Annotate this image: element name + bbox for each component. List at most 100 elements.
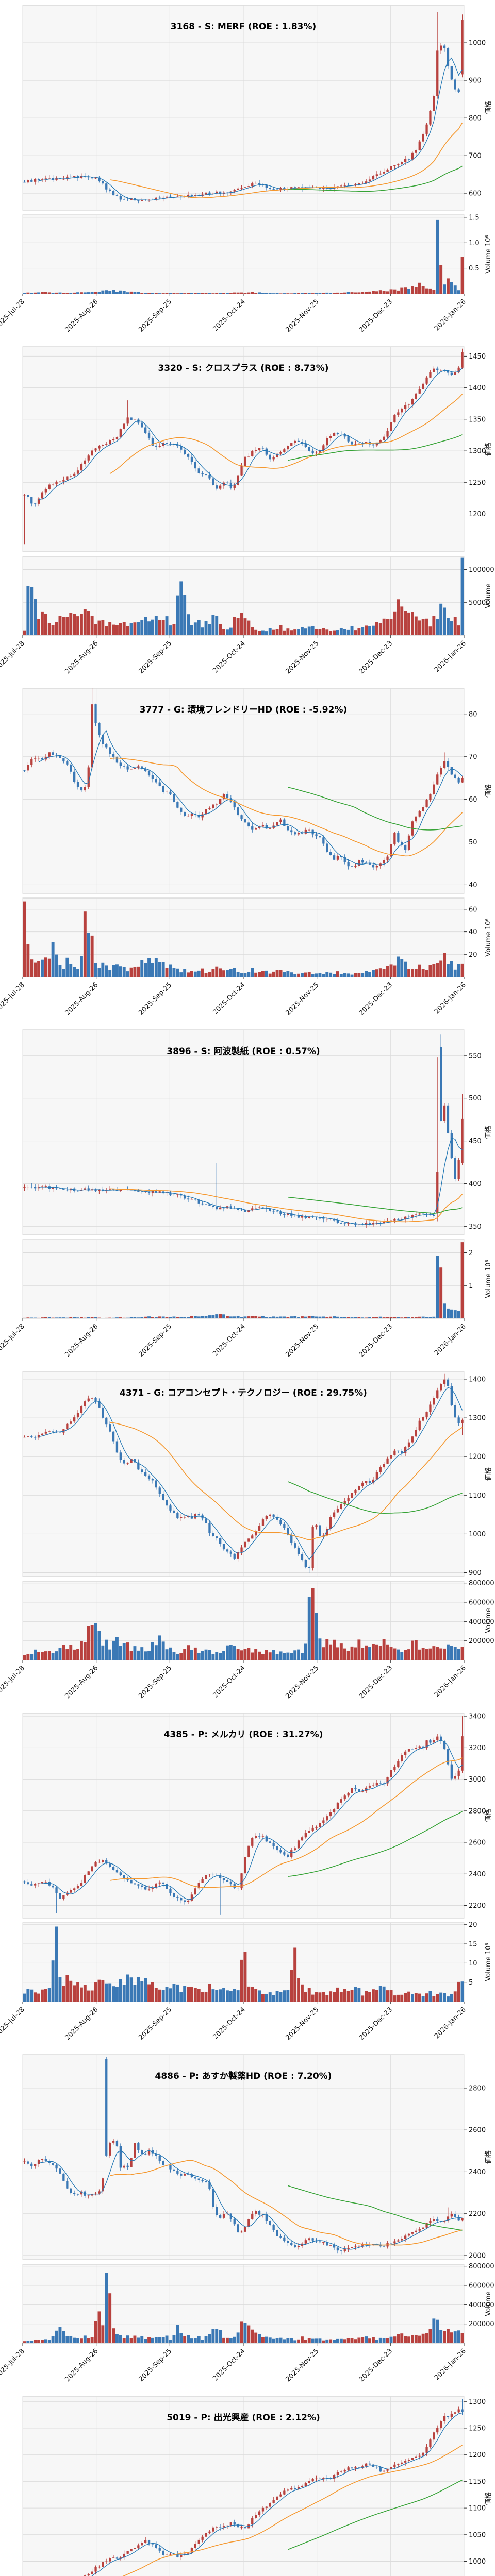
- svg-text:2025-Sep-25: 2025-Sep-25: [137, 1664, 173, 1700]
- svg-text:2000: 2000: [469, 2252, 486, 2260]
- svg-text:2025-Jul-28: 2025-Jul-28: [0, 639, 26, 672]
- chart-title: 5019 - P: 出光興産 (ROE : 2.12%): [167, 2412, 320, 2423]
- x-axis-ticks: 2025-Jul-28 2025-Aug-26 2025-Sep-25 2025-Oc…: [0, 977, 468, 1017]
- svg-text:1250: 1250: [469, 479, 486, 487]
- chart-title: 4371 - G: コアコンセプト・テクノロジー (ROE : 29.75%): [120, 1387, 367, 1398]
- price-axis-label: 価格: [484, 2150, 492, 2164]
- chart-title: 3320 - S: クロスプラス (ROE : 8.73%): [158, 363, 328, 374]
- svg-text:400000: 400000: [469, 2301, 494, 2309]
- svg-text:2025-Jul-28: 2025-Jul-28: [0, 1323, 26, 1355]
- chart-figure-4886: 2000 2200 2400 2600 2800 200000 400000 600000 80…: [0, 2054, 494, 2383]
- chart-title: 3168 - S: MERF (ROE : 1.83%): [171, 22, 317, 32]
- volume-bars: [23, 2273, 464, 2343]
- svg-text:2025-Aug-26: 2025-Aug-26: [63, 2006, 100, 2042]
- svg-text:2026-Jan-26: 2026-Jan-26: [433, 298, 468, 332]
- chart-panel-3896: 350 400 450 500 550 1 2 価格 Volume 10⁶ 2025-Jul-28…: [0, 1025, 495, 1366]
- svg-text:2025-Jul-28: 2025-Jul-28: [0, 2006, 26, 2039]
- ma-short-line: [39, 1739, 463, 1900]
- price-axis-label: 価格: [484, 1126, 492, 1139]
- svg-text:2025-Jul-28: 2025-Jul-28: [0, 2347, 26, 2380]
- svg-text:40: 40: [469, 882, 477, 889]
- svg-text:2800: 2800: [469, 1807, 486, 1815]
- x-axis-ticks: 2025-Jul-28 2025-Aug-26 2025-Sep-25 2025-Oc…: [0, 294, 468, 334]
- svg-text:2025-Dec-23: 2025-Dec-23: [358, 981, 394, 1017]
- volume-axis-label: Volume: [485, 2291, 492, 2316]
- chart-panel-4371: 900 1000 1100 1200 1300 1400 200000 400000 60000…: [0, 1366, 495, 1708]
- volume-axis-label: Volume: [485, 1608, 492, 1633]
- ma-mid-line: [110, 1188, 463, 1223]
- candles: [84, 2399, 464, 2576]
- chart-title: 3896 - S: 阿波製紙 (ROE : 0.57%): [167, 1046, 320, 1057]
- svg-text:1400: 1400: [469, 1376, 486, 1384]
- ma-short-line: [38, 367, 463, 500]
- svg-text:20: 20: [469, 951, 477, 959]
- svg-text:2025-Nov-25: 2025-Nov-25: [285, 981, 321, 1017]
- svg-text:15: 15: [469, 1941, 477, 1948]
- svg-text:70: 70: [469, 753, 477, 761]
- svg-text:100000: 100000: [469, 566, 494, 574]
- svg-text:2025-Dec-23: 2025-Dec-23: [358, 1664, 394, 1700]
- y-axis-ticks: 600 700 800 900 1000 0.5 1.0 1.5: [464, 40, 486, 273]
- svg-text:3200: 3200: [469, 1744, 486, 1752]
- svg-text:2025-Dec-23: 2025-Dec-23: [358, 639, 394, 675]
- x-axis-ticks: 2025-Jul-28 2025-Aug-26 2025-Sep-25 2025-Oc…: [0, 635, 468, 675]
- svg-text:1: 1: [469, 1282, 473, 1290]
- svg-text:2025-Oct-24: 2025-Oct-24: [211, 1664, 246, 1699]
- svg-text:2400: 2400: [469, 1871, 486, 1878]
- ma-long-line: [288, 787, 463, 831]
- svg-text:2600: 2600: [469, 1839, 486, 1847]
- ma-short-line: [38, 57, 463, 201]
- svg-text:2025-Nov-25: 2025-Nov-25: [285, 298, 321, 334]
- svg-text:1100: 1100: [469, 2505, 486, 2513]
- chart-panel-4886: 2000 2200 2400 2600 2800 200000 400000 600000 80…: [0, 2049, 495, 2391]
- svg-text:2025-Aug-26: 2025-Aug-26: [63, 298, 100, 334]
- svg-text:2200: 2200: [469, 2210, 486, 2218]
- svg-text:600: 600: [469, 190, 482, 198]
- svg-text:1150: 1150: [469, 2478, 486, 2486]
- candles: [23, 348, 464, 545]
- svg-text:900: 900: [469, 77, 482, 85]
- candles: [23, 1373, 464, 1573]
- x-axis-ticks: 2025-Jul-28 2025-Aug-26 2025-Sep-25 2025-Oc…: [0, 1660, 468, 1700]
- svg-text:1.0: 1.0: [469, 240, 480, 247]
- svg-text:10: 10: [469, 1960, 477, 1968]
- svg-text:1100: 1100: [469, 1492, 486, 1500]
- ma-long-line: [288, 165, 463, 192]
- volume-axis-label: Volume: [485, 583, 492, 608]
- svg-text:2025-Dec-23: 2025-Dec-23: [358, 2347, 394, 2383]
- svg-text:2025-Aug-26: 2025-Aug-26: [63, 2347, 100, 2383]
- x-axis-ticks: 2025-Jul-28 2025-Aug-26 2025-Sep-25 2025-Oc…: [0, 1318, 468, 1359]
- svg-text:2025-Sep-25: 2025-Sep-25: [137, 1323, 173, 1359]
- svg-text:80: 80: [469, 710, 477, 718]
- svg-text:1400: 1400: [469, 384, 486, 392]
- svg-text:350: 350: [469, 1223, 482, 1231]
- chart-title: 4385 - P: メルカリ (ROE : 31.27%): [164, 1730, 323, 1740]
- svg-text:500: 500: [469, 1095, 482, 1103]
- svg-text:20: 20: [469, 1921, 477, 1929]
- svg-text:1300: 1300: [469, 448, 486, 455]
- ma-mid-line: [109, 2160, 463, 2246]
- svg-text:1.5: 1.5: [469, 214, 480, 222]
- svg-text:0.5: 0.5: [469, 265, 480, 273]
- y-axis-ticks: 40 50 60 70 80 20 40 60: [464, 710, 477, 959]
- svg-text:2800: 2800: [469, 2085, 486, 2093]
- svg-text:2025-Dec-23: 2025-Dec-23: [358, 2006, 394, 2042]
- svg-text:2025-Jul-28: 2025-Jul-28: [0, 298, 26, 331]
- ma-long-line: [288, 2185, 463, 2231]
- ma-long-line: [288, 1811, 463, 1877]
- svg-text:1200: 1200: [469, 511, 486, 518]
- svg-text:2025-Jul-28: 2025-Jul-28: [0, 1664, 26, 1697]
- candles: [23, 688, 464, 874]
- svg-text:40: 40: [469, 928, 477, 936]
- volume-axis-label: Volume 10⁶: [485, 1260, 492, 1298]
- chart-panel-5019: 95010001050110011501200125013002.55.07.5…: [0, 2391, 495, 2576]
- svg-text:5: 5: [469, 1979, 473, 1987]
- price-axis-label: 価格: [484, 1809, 492, 1822]
- svg-text:2200: 2200: [469, 1902, 486, 1910]
- y-axis-ticks: 2200 2400 2600 2800 3000 3200 3400 5 10 15 20: [464, 1713, 486, 1987]
- ma-mid-line: [109, 122, 463, 199]
- svg-text:2025-Oct-24: 2025-Oct-24: [211, 981, 246, 1016]
- x-axis-ticks: 2025-Jul-28 2025-Aug-26 2025-Sep-25 2025-Oc…: [0, 2343, 468, 2383]
- svg-text:1000: 1000: [469, 1531, 486, 1538]
- chart-figure-4385: 2200 2400 2600 2800 3000 3200 3400 5 10 15 20 価格 Vol…: [0, 1713, 492, 2042]
